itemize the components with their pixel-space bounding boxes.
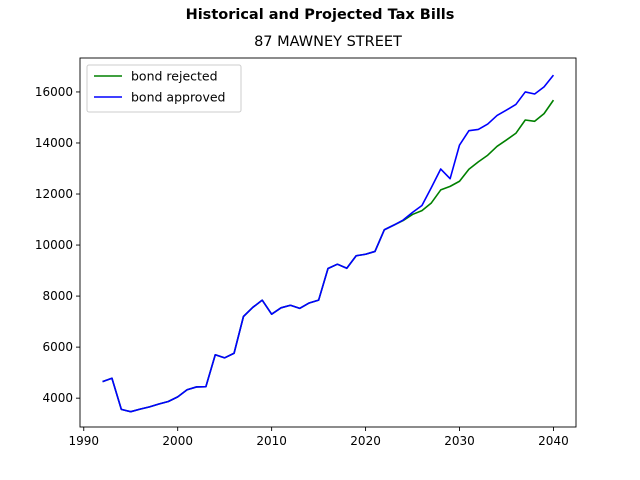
series-line-0 xyxy=(102,99,555,413)
y-tick-label: 6000 xyxy=(42,340,73,354)
series-line-1 xyxy=(102,74,555,413)
series-layer xyxy=(102,74,555,413)
x-tick-label: 1990 xyxy=(68,434,99,448)
plot-frame xyxy=(79,57,577,428)
y-tick-label: 4000 xyxy=(42,391,73,405)
x-tick-label: 2030 xyxy=(444,434,475,448)
legend-entries: bond rejected bond approved xyxy=(94,69,225,105)
ticks-layer: 1990 2000 2010 2020 2030 2040 4000 6000 8000 1000… xyxy=(35,85,569,448)
chart-title: 87 MAWNEY STREET xyxy=(254,34,402,50)
y-tick-label: 14000 xyxy=(35,136,73,150)
x-tick-label: 2010 xyxy=(256,434,287,448)
x-tick-label: 2020 xyxy=(350,434,381,448)
y-tick-label: 8000 xyxy=(42,289,73,303)
x-tick-label: 2000 xyxy=(162,434,193,448)
y-tick-label: 10000 xyxy=(35,238,73,252)
y-tick-label: 12000 xyxy=(35,187,73,201)
legend-label-0: bond rejected xyxy=(131,69,218,84)
y-tick-label: 16000 xyxy=(35,85,73,99)
x-tick-label: 2040 xyxy=(538,434,569,448)
chart-suptitle: Historical and Projected Tax Bills xyxy=(185,7,455,23)
legend: bond rejected bond approved xyxy=(86,64,242,113)
legend-label-1: bond approved xyxy=(131,90,225,105)
legend-box xyxy=(86,64,242,113)
